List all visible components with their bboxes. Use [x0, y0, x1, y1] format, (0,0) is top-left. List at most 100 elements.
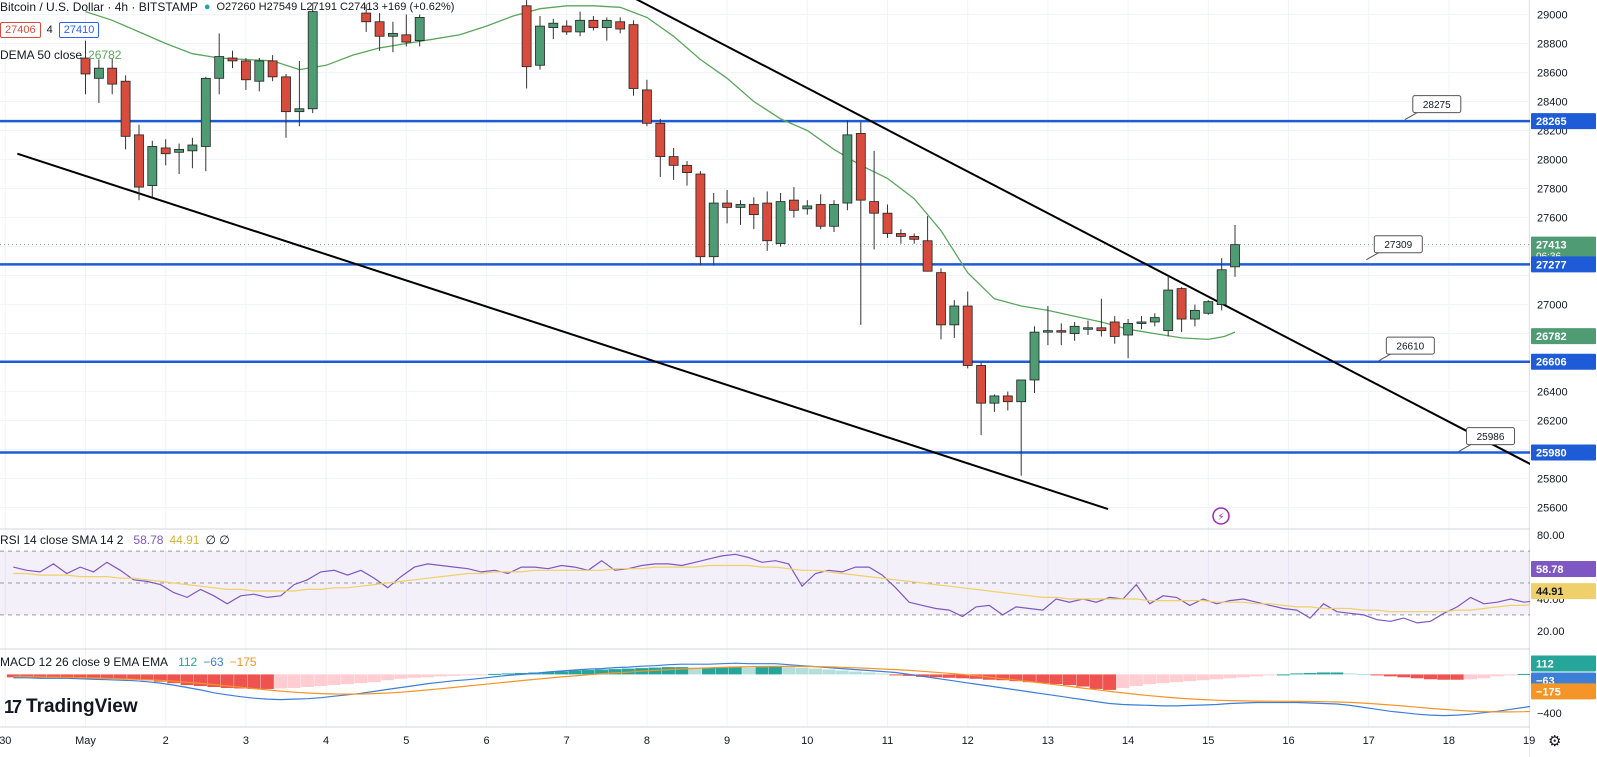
callout-label: 28275	[1423, 100, 1451, 111]
price-tag-bg	[1531, 444, 1596, 461]
macd-histogram-bar	[942, 674, 956, 678]
macd-histogram-bar	[474, 674, 488, 676]
candle	[107, 58, 118, 95]
macd-signal-line	[13, 665, 1597, 713]
macd-histogram-bar	[688, 667, 702, 675]
macd-histogram-bar	[247, 674, 261, 689]
ask-price[interactable]: 27410	[58, 22, 100, 38]
trend-lines[interactable]	[17, 0, 1597, 510]
candle-body	[80, 57, 91, 75]
candle-body	[174, 148, 184, 153]
candle-body	[561, 25, 572, 33]
candle	[775, 192, 786, 247]
candle-body	[909, 235, 920, 240]
candle-body	[628, 24, 639, 89]
price-tag: 28265	[1531, 113, 1596, 130]
candle	[561, 20, 572, 35]
macd-histogram-bar	[1009, 674, 1023, 682]
candle-body	[588, 19, 599, 28]
rsi-legend[interactable]: RSI 14 close SMA 14 2 58.78 44.91 ∅ ∅	[0, 533, 230, 547]
candle-body	[882, 212, 893, 234]
tradingview-logo[interactable]: 17 TradingView	[4, 696, 138, 718]
candle	[1149, 313, 1160, 327]
candle	[414, 14, 425, 47]
rsi-lines	[13, 553, 1597, 624]
macd-histogram-bar	[595, 669, 609, 675]
candle	[200, 76, 211, 172]
candle-body	[842, 134, 853, 204]
price-tag-label: 27413	[1536, 240, 1567, 252]
dema-legend[interactable]: DEMA 50 close 26782	[0, 48, 121, 62]
macd-legend[interactable]: MACD 12 26 close 9 EMA EMA 112 −63 −175	[0, 655, 257, 669]
macd-histogram-bar	[127, 674, 141, 680]
price-tag-label: 25980	[1536, 447, 1567, 459]
candle-body	[962, 305, 973, 366]
macd-histogram-bar	[541, 671, 555, 675]
candle	[1230, 224, 1240, 277]
macd-histogram-bar	[287, 674, 301, 688]
candle	[762, 191, 773, 251]
macd-histogram-bar	[1317, 672, 1331, 675]
candle	[909, 233, 920, 244]
candle	[976, 362, 986, 436]
candle-body	[548, 22, 559, 28]
macd-histogram-bar	[421, 674, 435, 678]
candle	[1029, 326, 1040, 394]
macd-histogram-bar	[902, 674, 916, 676]
time-axis-label: 13	[1042, 735, 1054, 747]
macd-histogram-bar	[434, 674, 448, 677]
macd-pane	[6, 662, 1597, 717]
macd-histogram-bar	[1370, 674, 1384, 676]
macd-histogram-bar	[1076, 674, 1090, 687]
bid-price[interactable]: 27406	[0, 22, 41, 38]
macd-histogram-bar	[367, 674, 381, 683]
symbol-title[interactable]: Bitcoin / U.S. Dollar · 4h · BITSTAMP	[0, 0, 198, 14]
candle-body	[535, 25, 545, 66]
macd-histogram-bar	[956, 674, 970, 679]
macd-histogram-bar	[87, 674, 101, 679]
candle-body	[748, 204, 759, 216]
candle-body	[254, 60, 265, 82]
candle-body	[575, 19, 585, 33]
time-axis-label: 17	[1363, 735, 1375, 747]
candle-body	[1096, 327, 1107, 332]
candle-body	[1230, 244, 1240, 268]
macd-histogram-bar	[60, 674, 74, 679]
candle	[869, 150, 880, 250]
candle-body	[160, 147, 171, 155]
time-axis-label: May	[75, 735, 96, 747]
macd-histogram-bar	[554, 671, 568, 675]
symbol-legend[interactable]: Bitcoin / U.S. Dollar · 4h · BITSTAMP ● …	[0, 0, 454, 14]
candle-body	[267, 60, 278, 78]
macd-signal-value: −175	[229, 655, 257, 669]
macd-histogram-bar	[1464, 674, 1478, 680]
macd-histogram-bar	[996, 674, 1010, 681]
macd-histogram-bar	[1290, 673, 1304, 675]
price-tag: 25980	[1531, 444, 1596, 461]
time-axis[interactable]: 30 May 2 3 4 5 6 7 8 9 10 11 12 13 14 15 16 17 18 19	[0, 735, 1535, 747]
macd-histogram-bar	[929, 674, 943, 678]
macd-histogram-bar	[1263, 674, 1277, 676]
candle	[160, 139, 171, 166]
candle-body	[789, 199, 799, 211]
candle-body	[815, 204, 826, 227]
settings-gear-icon[interactable]: ⚙	[1548, 732, 1561, 750]
callout-box	[1412, 95, 1462, 114]
macd-histogram-bar	[501, 673, 515, 675]
price-axis[interactable]: 2900028800286002840028200280002780027600…	[1530, 0, 1597, 757]
candle-body	[655, 122, 666, 158]
price-tag: 58.78	[1531, 561, 1596, 578]
macd-histogram-bar	[20, 674, 34, 678]
macd-histogram-bar	[862, 672, 876, 675]
candle-body	[1069, 325, 1080, 334]
price-tag: 112	[1531, 655, 1596, 672]
candle	[1056, 323, 1067, 346]
candle-body	[1043, 330, 1053, 333]
macd-histogram-bar	[394, 674, 408, 679]
horizontal-lines[interactable]	[0, 119, 1530, 454]
time-axis-label: 6	[483, 735, 489, 747]
candle-body	[1136, 321, 1147, 324]
price-axis-tick: −400	[1537, 708, 1562, 720]
macd-histogram-bar	[1477, 674, 1491, 679]
